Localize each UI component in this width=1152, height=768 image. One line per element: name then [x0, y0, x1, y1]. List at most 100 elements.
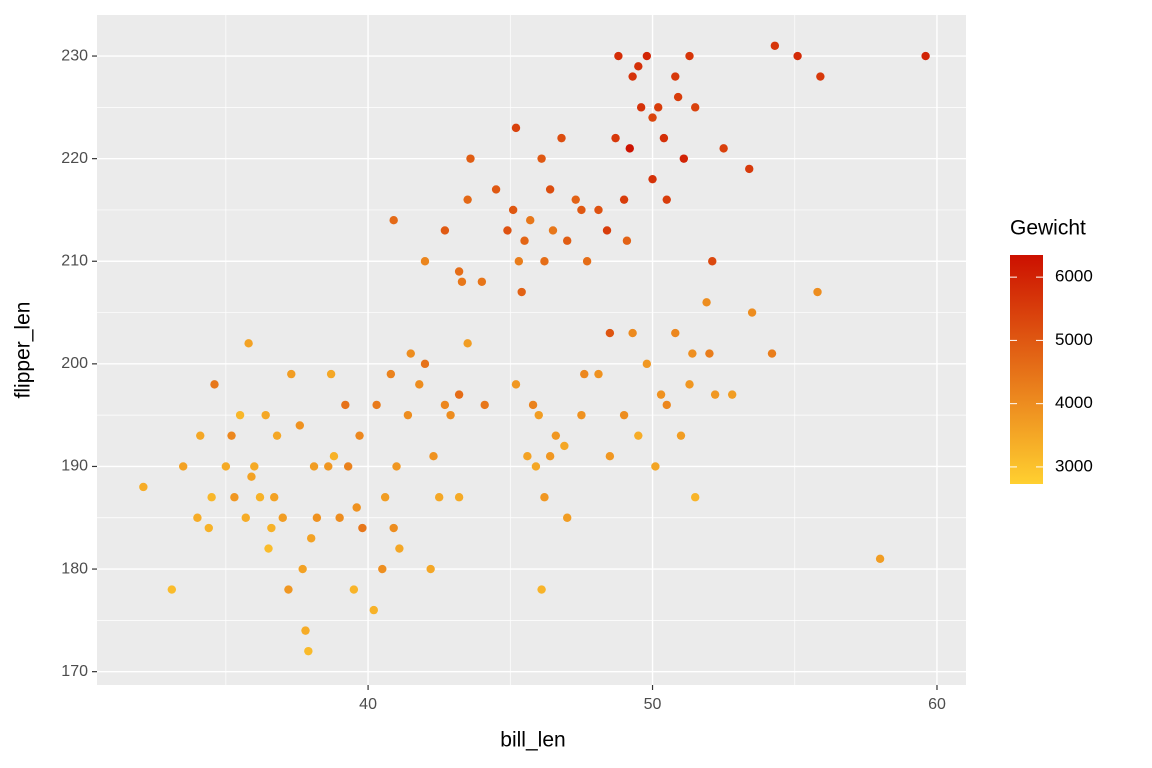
point — [816, 72, 825, 81]
point — [508, 205, 518, 215]
point — [605, 328, 615, 338]
point — [491, 185, 501, 194]
point — [261, 410, 270, 420]
point — [534, 410, 543, 420]
point — [511, 380, 521, 389]
point — [457, 277, 467, 286]
point — [642, 51, 652, 61]
point — [545, 451, 555, 461]
point — [702, 298, 711, 307]
point — [770, 41, 780, 50]
point — [227, 431, 236, 440]
point — [517, 287, 526, 297]
x-tick-label: 40 — [359, 696, 377, 713]
point — [548, 226, 558, 235]
point — [594, 205, 603, 215]
point — [446, 410, 455, 420]
point — [654, 103, 663, 112]
point — [304, 646, 313, 656]
point — [688, 349, 697, 358]
point — [619, 195, 629, 204]
point — [235, 410, 245, 420]
point — [634, 431, 643, 440]
point — [389, 523, 398, 533]
point — [605, 451, 615, 461]
point — [230, 493, 239, 502]
point — [247, 472, 256, 481]
point — [352, 503, 361, 512]
colorbar-tick-label: 6000 — [1055, 267, 1093, 286]
y-tick-label: 200 — [61, 355, 88, 372]
point — [301, 626, 310, 635]
point — [358, 523, 367, 533]
panel — [97, 15, 966, 685]
point — [477, 277, 487, 286]
point — [380, 493, 390, 502]
point — [241, 513, 250, 522]
point — [440, 226, 450, 235]
point — [306, 534, 316, 543]
point — [557, 133, 566, 143]
point — [813, 287, 822, 297]
point — [244, 339, 253, 348]
point — [454, 267, 464, 276]
point — [719, 144, 728, 153]
point — [255, 493, 265, 502]
point — [662, 400, 671, 410]
point — [537, 585, 546, 594]
point — [298, 564, 307, 574]
point — [454, 493, 464, 502]
point — [196, 431, 205, 440]
point — [673, 92, 683, 102]
y-tick-label: 190 — [61, 458, 88, 475]
point — [580, 369, 589, 379]
point — [611, 133, 620, 143]
point — [540, 493, 549, 502]
point — [403, 410, 413, 420]
point — [523, 451, 532, 461]
point — [520, 236, 529, 245]
point — [659, 133, 669, 143]
point — [628, 72, 637, 81]
point — [378, 564, 387, 574]
point — [745, 164, 754, 174]
point — [628, 328, 637, 338]
point — [577, 205, 586, 215]
point — [167, 585, 177, 594]
point — [656, 390, 666, 399]
point — [324, 462, 333, 471]
point — [747, 308, 757, 317]
point — [454, 390, 464, 399]
point — [193, 513, 202, 522]
point — [466, 154, 475, 163]
y-tick-label: 170 — [61, 663, 88, 680]
point — [651, 462, 660, 471]
point — [386, 369, 396, 379]
point — [691, 493, 700, 502]
point — [429, 451, 438, 461]
point — [355, 431, 364, 440]
point — [463, 339, 472, 348]
point — [349, 585, 359, 594]
point — [648, 113, 657, 122]
point — [270, 493, 279, 502]
y-tick-label: 230 — [61, 47, 88, 64]
point — [440, 400, 450, 410]
point — [562, 513, 572, 522]
point — [540, 257, 549, 266]
point — [420, 257, 430, 266]
point — [685, 380, 694, 389]
point — [420, 359, 430, 369]
point — [369, 605, 378, 615]
x-tick-label: 60 — [928, 696, 946, 713]
point — [406, 349, 415, 358]
point — [463, 195, 472, 204]
y-axis-title: flipper_len — [12, 302, 35, 399]
colorbar-tick-label: 3000 — [1055, 456, 1093, 475]
point — [178, 462, 188, 471]
point — [207, 493, 216, 502]
point — [560, 441, 569, 451]
legend-title: Gewicht — [1010, 217, 1086, 240]
point — [671, 72, 680, 81]
